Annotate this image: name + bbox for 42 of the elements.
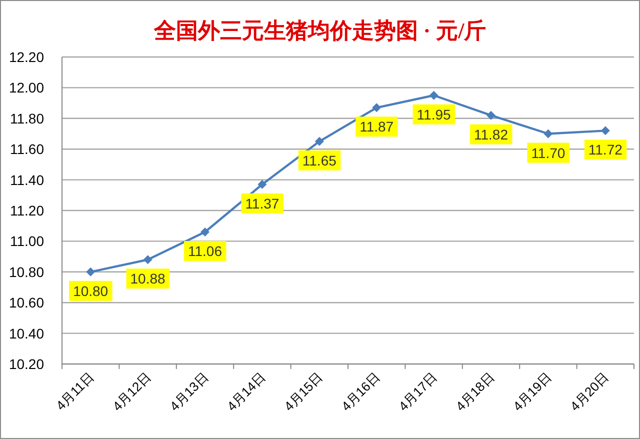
y-tick-label: 10.20: [8, 356, 44, 372]
point: [200, 227, 210, 236]
x-tick-label: 4月11日: [53, 370, 97, 414]
y-tick-label: 10.40: [8, 325, 44, 342]
x-tick-label: 4月18日: [452, 370, 498, 414]
point: [372, 103, 382, 112]
y-tick-label: 11.80: [10, 110, 44, 126]
y-tick-label: 10.80: [8, 264, 44, 280]
x-tick-label: 4月16日: [338, 370, 383, 414]
y-tick-label: 11.00: [10, 233, 44, 250]
x-tick-label: 4月13日: [166, 370, 212, 414]
data-label: 11.87: [360, 118, 394, 135]
y-tick-label: 11.20: [10, 202, 44, 218]
data-label: 11.95: [416, 106, 452, 122]
x-tick-label: 4月14日: [224, 370, 268, 414]
y-tick-label: 11.40: [10, 172, 44, 188]
point: [314, 136, 324, 146]
point: [258, 180, 267, 189]
data-label: 11.06: [188, 242, 222, 259]
data-label: 10.80: [73, 282, 108, 299]
data-label: 11.70: [531, 144, 566, 161]
data-label: 11.37: [245, 195, 280, 212]
x-tick-label: 4月17日: [396, 370, 440, 414]
x-tick-label: 4月15日: [281, 370, 326, 414]
y-tick-label: 12.20: [8, 49, 44, 65]
chart-title: 全国外三元生猪均价走势图 · 元/斤: [152, 18, 486, 43]
point: [86, 267, 96, 276]
point: [486, 110, 496, 120]
y-tick-label: 11.60: [10, 141, 44, 158]
x-tick-label: 4月12日: [110, 370, 154, 414]
data-label: 10.88: [130, 270, 166, 287]
y-tick-label: 10.60: [8, 294, 44, 311]
y-tick-label: 12.00: [8, 80, 44, 96]
point: [544, 129, 553, 138]
point: [143, 255, 152, 264]
data-label: 11.82: [474, 126, 508, 142]
point: [429, 90, 438, 100]
data-label: 11.72: [588, 142, 623, 158]
x-tick-label: 4月20日: [567, 370, 612, 414]
point: [600, 126, 610, 136]
x-tick-label: 4月19日: [510, 370, 554, 414]
data-label: 11.65: [302, 152, 337, 168]
